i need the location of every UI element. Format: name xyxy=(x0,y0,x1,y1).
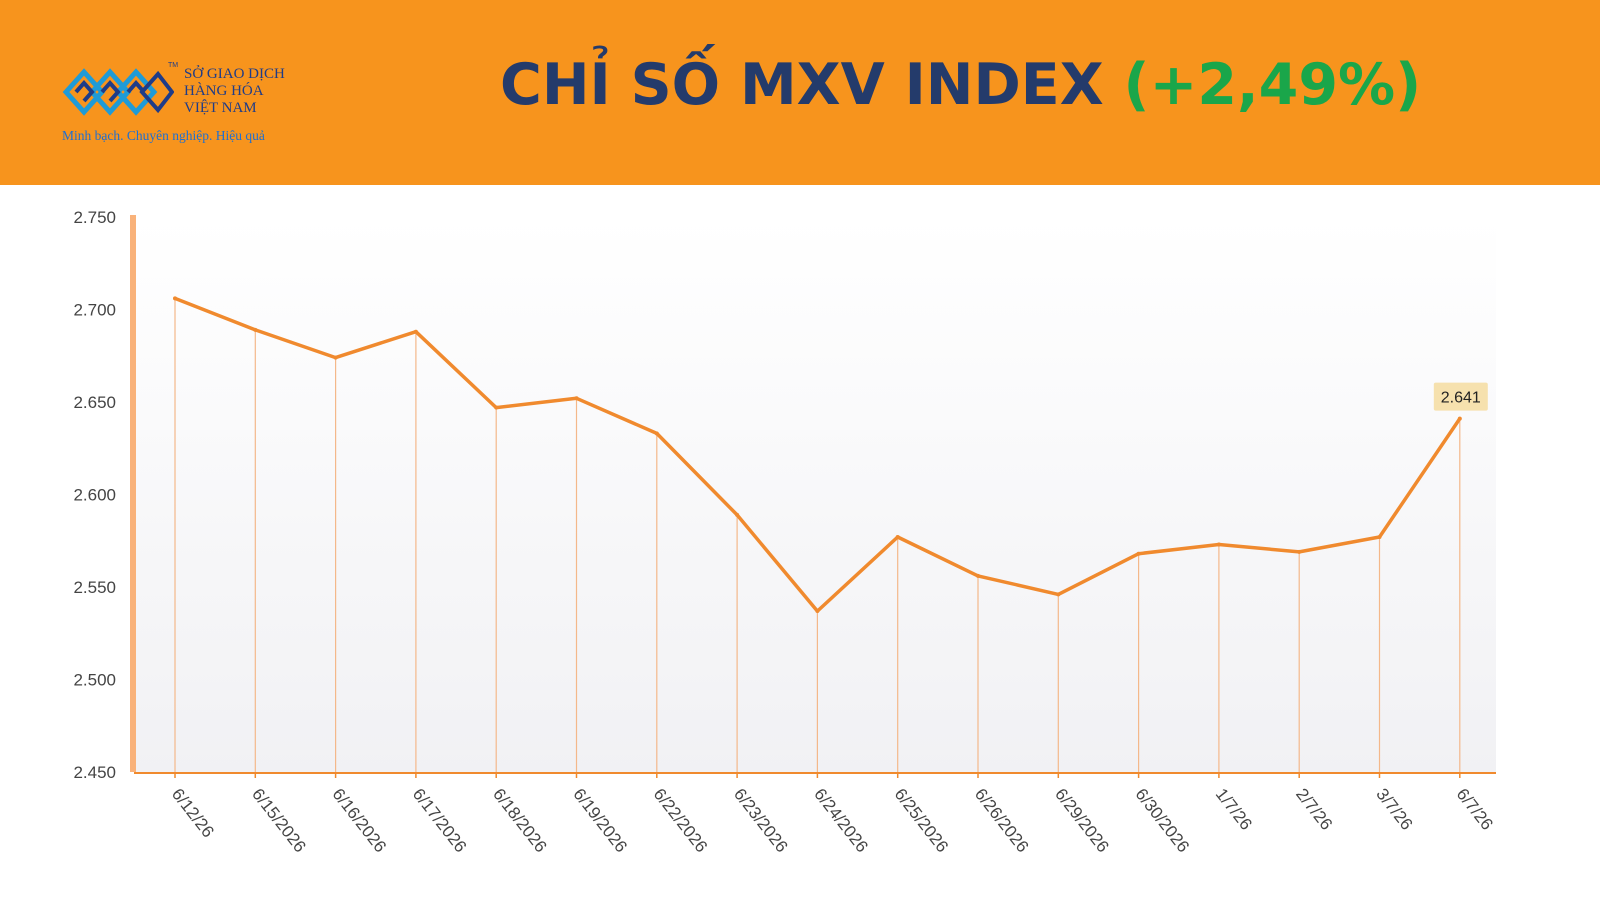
y-tick-label: 2.750 xyxy=(73,208,116,227)
logo-name-line-1: SỞ GIAO DỊCH xyxy=(184,66,285,82)
y-tick-label: 2.550 xyxy=(73,578,116,597)
x-tick-label: 6/24/2026 xyxy=(810,785,872,856)
x-tick-label: 6/19/2026 xyxy=(569,785,631,856)
x-tick-label: 6/22/2026 xyxy=(650,785,712,856)
page-title-main: CHỈ SỐ MXV INDEX xyxy=(500,52,1104,118)
last-value-annotation: 2.641 xyxy=(1433,382,1488,411)
chart-area: 2.450 2.500 2.550 2.600 2.650 2.700 2.750 6/12… xyxy=(0,185,1600,900)
data-point xyxy=(815,609,820,614)
y-tick-label: 2.450 xyxy=(73,763,116,782)
x-tick-label: 6/26/2026 xyxy=(971,785,1033,856)
data-point xyxy=(413,329,418,334)
y-axis: 2.450 2.500 2.550 2.600 2.650 2.700 2.750 xyxy=(73,208,136,782)
x-tick-label: 6/12/26 xyxy=(168,785,218,841)
x-tick-label: 2/7/26 xyxy=(1292,785,1336,834)
x-tick-label: 6/25/2026 xyxy=(891,785,953,856)
data-point xyxy=(333,355,338,360)
y-axis-bar xyxy=(130,215,136,772)
drop-lines xyxy=(174,298,1461,772)
x-tick-label: 6/17/2026 xyxy=(409,785,471,856)
x-tick-label: 6/15/2026 xyxy=(248,785,310,856)
series-line-group xyxy=(173,296,1462,614)
data-point xyxy=(1297,549,1302,554)
data-point xyxy=(494,405,499,410)
y-tick-label: 2.500 xyxy=(73,671,116,690)
data-point xyxy=(1216,542,1221,547)
data-point xyxy=(654,431,659,436)
data-point xyxy=(253,327,258,332)
plot-background xyxy=(134,217,1496,773)
x-tick-label: 1/7/26 xyxy=(1212,785,1256,834)
y-tick-label: 2.600 xyxy=(73,486,116,505)
page-title: CHỈ SỐ MXV INDEX (+2,49%) xyxy=(500,52,1421,118)
x-axis: 6/12/26 6/15/2026 6/16/2026 6/17/2026 6/18/2… xyxy=(134,772,1497,856)
logo-name-line-2: HÀNG HÓA xyxy=(184,83,264,99)
page-title-change: (+2,49%) xyxy=(1123,52,1422,118)
logo-company-name: SỞ GIAO DỊCH HÀNG HÓA VIỆT NAM xyxy=(184,66,285,117)
data-point xyxy=(173,296,177,301)
y-tick-label: 2.700 xyxy=(73,301,116,320)
x-tick-label: 3/7/26 xyxy=(1372,785,1416,834)
x-tick-label: 6/29/2026 xyxy=(1051,785,1113,856)
x-tick-label: 6/16/2026 xyxy=(328,785,390,856)
header-banner: TM SỞ GIAO DỊCH HÀNG HÓA VIỆT NAM Minh b… xyxy=(0,0,1600,185)
mxv-logo: TM SỞ GIAO DỊCH HÀNG HÓA VIỆT NAM Minh b… xyxy=(58,60,318,150)
data-point xyxy=(1136,551,1141,556)
trademark-mark: TM xyxy=(168,62,179,69)
data-point xyxy=(1457,416,1462,421)
last-value-label: 2.641 xyxy=(1441,390,1481,407)
y-tick-label: 2.650 xyxy=(73,393,116,412)
mxv-index-line-chart: 2.450 2.500 2.550 2.600 2.650 2.700 2.750 6/12… xyxy=(73,208,1497,856)
x-tick-label: 6/23/2026 xyxy=(730,785,792,856)
data-point xyxy=(1056,592,1061,597)
data-point xyxy=(895,535,900,540)
mxv-logo-icon xyxy=(62,68,174,116)
x-tick-label: 6/30/2026 xyxy=(1131,785,1193,856)
logo-slogan: Minh bạch. Chuyên nghiệp. Hiệu quả xyxy=(62,128,265,143)
data-point xyxy=(976,573,980,578)
data-point xyxy=(1377,535,1382,540)
x-tick-label: 6/7/26 xyxy=(1453,785,1497,834)
last-value-label-box xyxy=(1433,382,1488,411)
data-point xyxy=(735,512,740,517)
x-tick-label: 6/18/2026 xyxy=(489,785,551,856)
logo-name-line-3: VIỆT NAM xyxy=(184,100,257,116)
data-point xyxy=(574,396,579,401)
